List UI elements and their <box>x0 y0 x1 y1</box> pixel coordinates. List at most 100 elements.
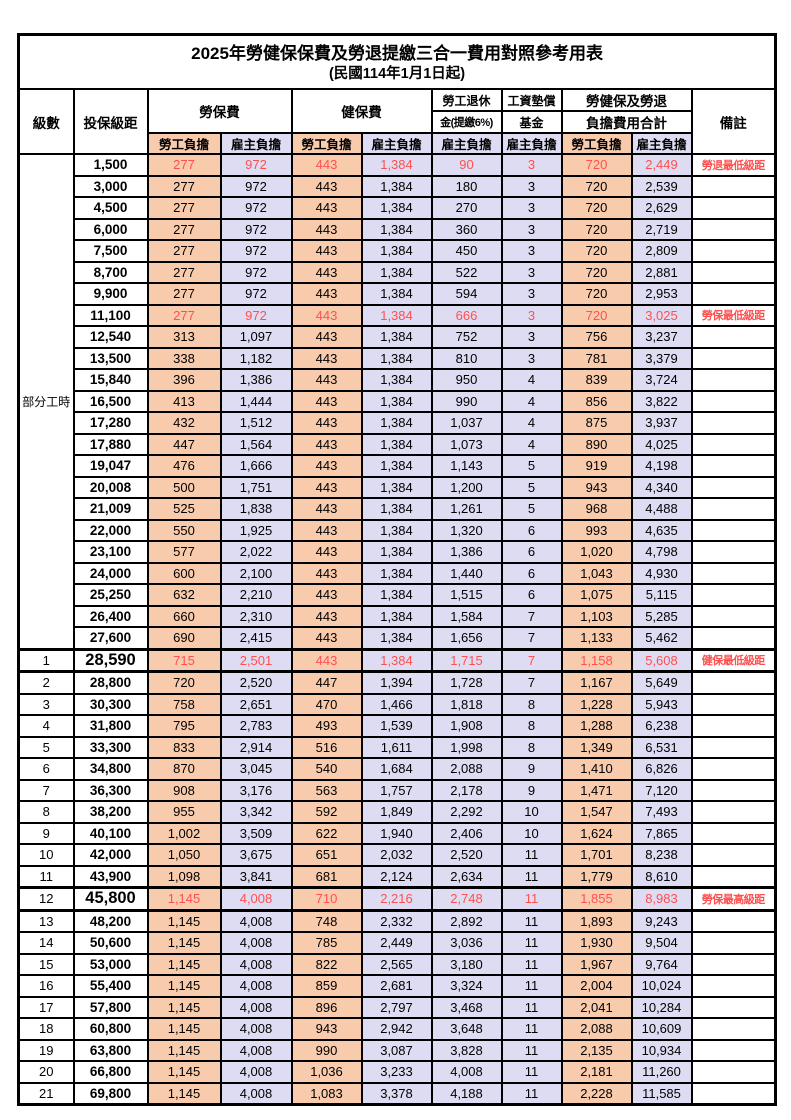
value-cell: 2,100 <box>219 561 293 585</box>
col-header-pension-line1: 勞工退休 <box>430 88 503 112</box>
table-row: 1 28,590 715 2,501 443 1,384 1,715 7 1,158 5,608 健… <box>17 647 777 673</box>
bracket-cell: 17,880 <box>72 432 149 456</box>
value-cell: 443 <box>290 368 363 392</box>
remark-cell <box>690 174 777 198</box>
value-cell: 443 <box>290 454 363 478</box>
table-row: 5 33,300 833 2,914 516 1,611 1,998 8 1,349 6,531 <box>17 735 777 759</box>
value-cell: 1,779 <box>560 864 633 889</box>
value-cell: 3,025 <box>630 303 693 327</box>
value-cell: 1,384 <box>360 540 433 564</box>
value-cell: 1,384 <box>360 282 433 306</box>
value-cell: 6,531 <box>630 735 693 759</box>
col-header-pension-line2: 金(提繳6%) <box>430 110 503 134</box>
value-cell: 2,124 <box>360 864 433 889</box>
value-cell: 1,440 <box>430 561 503 585</box>
value-cell: 6 <box>500 583 563 607</box>
table-row: 2 28,800 720 2,520 447 1,394 1,728 7 1,167 5,649 <box>17 670 777 695</box>
table-row: 21 69,800 1,145 4,008 1,083 3,378 4,188 11 2,228… <box>17 1081 777 1106</box>
value-cell: 822 <box>290 952 363 976</box>
value-cell: 10,934 <box>630 1038 693 1062</box>
col-header-bracket: 投保級距 <box>72 88 149 155</box>
table-row: 23,100 577 2,022 443 1,384 1,386 6 1,020 4,798 <box>19 540 777 564</box>
remark-cell <box>690 411 777 435</box>
remark-cell <box>690 821 777 845</box>
remark-cell <box>690 692 777 716</box>
value-cell: 2,748 <box>430 886 503 912</box>
value-cell: 8,610 <box>630 864 693 889</box>
col-header-total-line2: 負擔費用合計 <box>560 110 693 134</box>
value-cell: 720 <box>560 282 633 306</box>
value-cell: 6,238 <box>630 714 693 738</box>
value-cell: 2,634 <box>430 864 503 889</box>
remark-cell <box>690 670 777 695</box>
value-cell: 955 <box>146 800 222 824</box>
value-cell: 277 <box>146 260 222 284</box>
level-cell: 18 <box>17 1017 75 1041</box>
remark-cell <box>690 952 777 976</box>
table-row: 15,840 396 1,386 443 1,384 950 4 839 3,724 <box>19 368 777 392</box>
level-cell: 16 <box>17 974 75 998</box>
value-cell: 443 <box>290 540 363 564</box>
value-cell: 1,998 <box>430 735 503 759</box>
subheader-pension-employer: 雇主負擔 <box>430 132 503 155</box>
value-cell: 1,043 <box>560 561 633 585</box>
value-cell: 972 <box>219 196 293 220</box>
value-cell: 1,384 <box>360 368 433 392</box>
value-cell: 443 <box>290 604 363 628</box>
value-cell: 1,145 <box>146 909 222 933</box>
value-cell: 3,509 <box>219 821 293 845</box>
value-cell: 1,512 <box>219 411 293 435</box>
table-row: 13,500 338 1,182 443 1,384 810 3 781 3,379 <box>19 346 777 370</box>
value-cell: 2,135 <box>560 1038 633 1062</box>
value-cell: 7 <box>500 647 563 673</box>
value-cell: 476 <box>146 454 222 478</box>
bracket-cell: 33,300 <box>72 735 149 759</box>
value-cell: 1,002 <box>146 821 222 845</box>
table-row: 11,100 277 972 443 1,384 666 3 720 3,025 勞保最低級距 <box>19 303 777 327</box>
value-cell: 1,515 <box>430 583 503 607</box>
value-cell: 443 <box>290 411 363 435</box>
bracket-cell: 40,100 <box>72 821 149 845</box>
value-cell: 3 <box>500 346 563 370</box>
value-cell: 908 <box>146 778 222 802</box>
value-cell: 1,384 <box>360 604 433 628</box>
value-cell: 8,238 <box>630 843 693 867</box>
value-cell: 1,182 <box>219 346 293 370</box>
remark-cell <box>690 626 777 650</box>
level-cell: 13 <box>17 909 75 933</box>
bracket-cell: 31,800 <box>72 714 149 738</box>
value-cell: 919 <box>560 454 633 478</box>
value-cell: 5,608 <box>630 647 693 673</box>
value-cell: 1,410 <box>560 757 633 781</box>
value-cell: 1,466 <box>360 692 433 716</box>
level-cell-part-time: 部分工時 <box>17 153 75 650</box>
bracket-cell: 63,800 <box>72 1038 149 1062</box>
header-row-1: 級數 投保級距 勞保費 健保費 勞工退休 工資墊償 勞健保及勞退 備註 <box>17 88 777 155</box>
remark-cell <box>690 217 777 241</box>
remark-cell <box>690 540 777 564</box>
value-cell: 2,228 <box>560 1081 633 1106</box>
col-header-labor-insurance: 勞保費 <box>146 88 293 134</box>
table-row: 8 38,200 955 3,342 592 1,849 2,292 10 1,547 7,493 <box>17 800 777 824</box>
value-cell: 3,937 <box>630 411 693 435</box>
level-cell: 21 <box>17 1081 75 1106</box>
value-cell: 2,719 <box>630 217 693 241</box>
value-cell: 5,649 <box>630 670 693 695</box>
value-cell: 752 <box>430 325 503 349</box>
value-cell: 972 <box>219 217 293 241</box>
value-cell: 11 <box>500 1038 563 1062</box>
value-cell: 443 <box>290 239 363 263</box>
value-cell: 890 <box>560 432 633 456</box>
value-cell: 4 <box>500 368 563 392</box>
level-cell: 12 <box>17 886 75 912</box>
value-cell: 1,925 <box>219 518 293 542</box>
bracket-cell: 22,000 <box>72 518 149 542</box>
value-cell: 2,520 <box>219 670 293 695</box>
value-cell: 1,384 <box>360 647 433 673</box>
remark-cell: 勞保最低級距 <box>690 303 777 327</box>
value-cell: 9 <box>500 757 563 781</box>
value-cell: 1,684 <box>360 757 433 781</box>
value-cell: 2,520 <box>430 843 503 867</box>
page-title: 2025年勞健保保費及勞退提繳三合一費用對照參考用表 <box>191 43 603 63</box>
value-cell: 2,004 <box>560 974 633 998</box>
